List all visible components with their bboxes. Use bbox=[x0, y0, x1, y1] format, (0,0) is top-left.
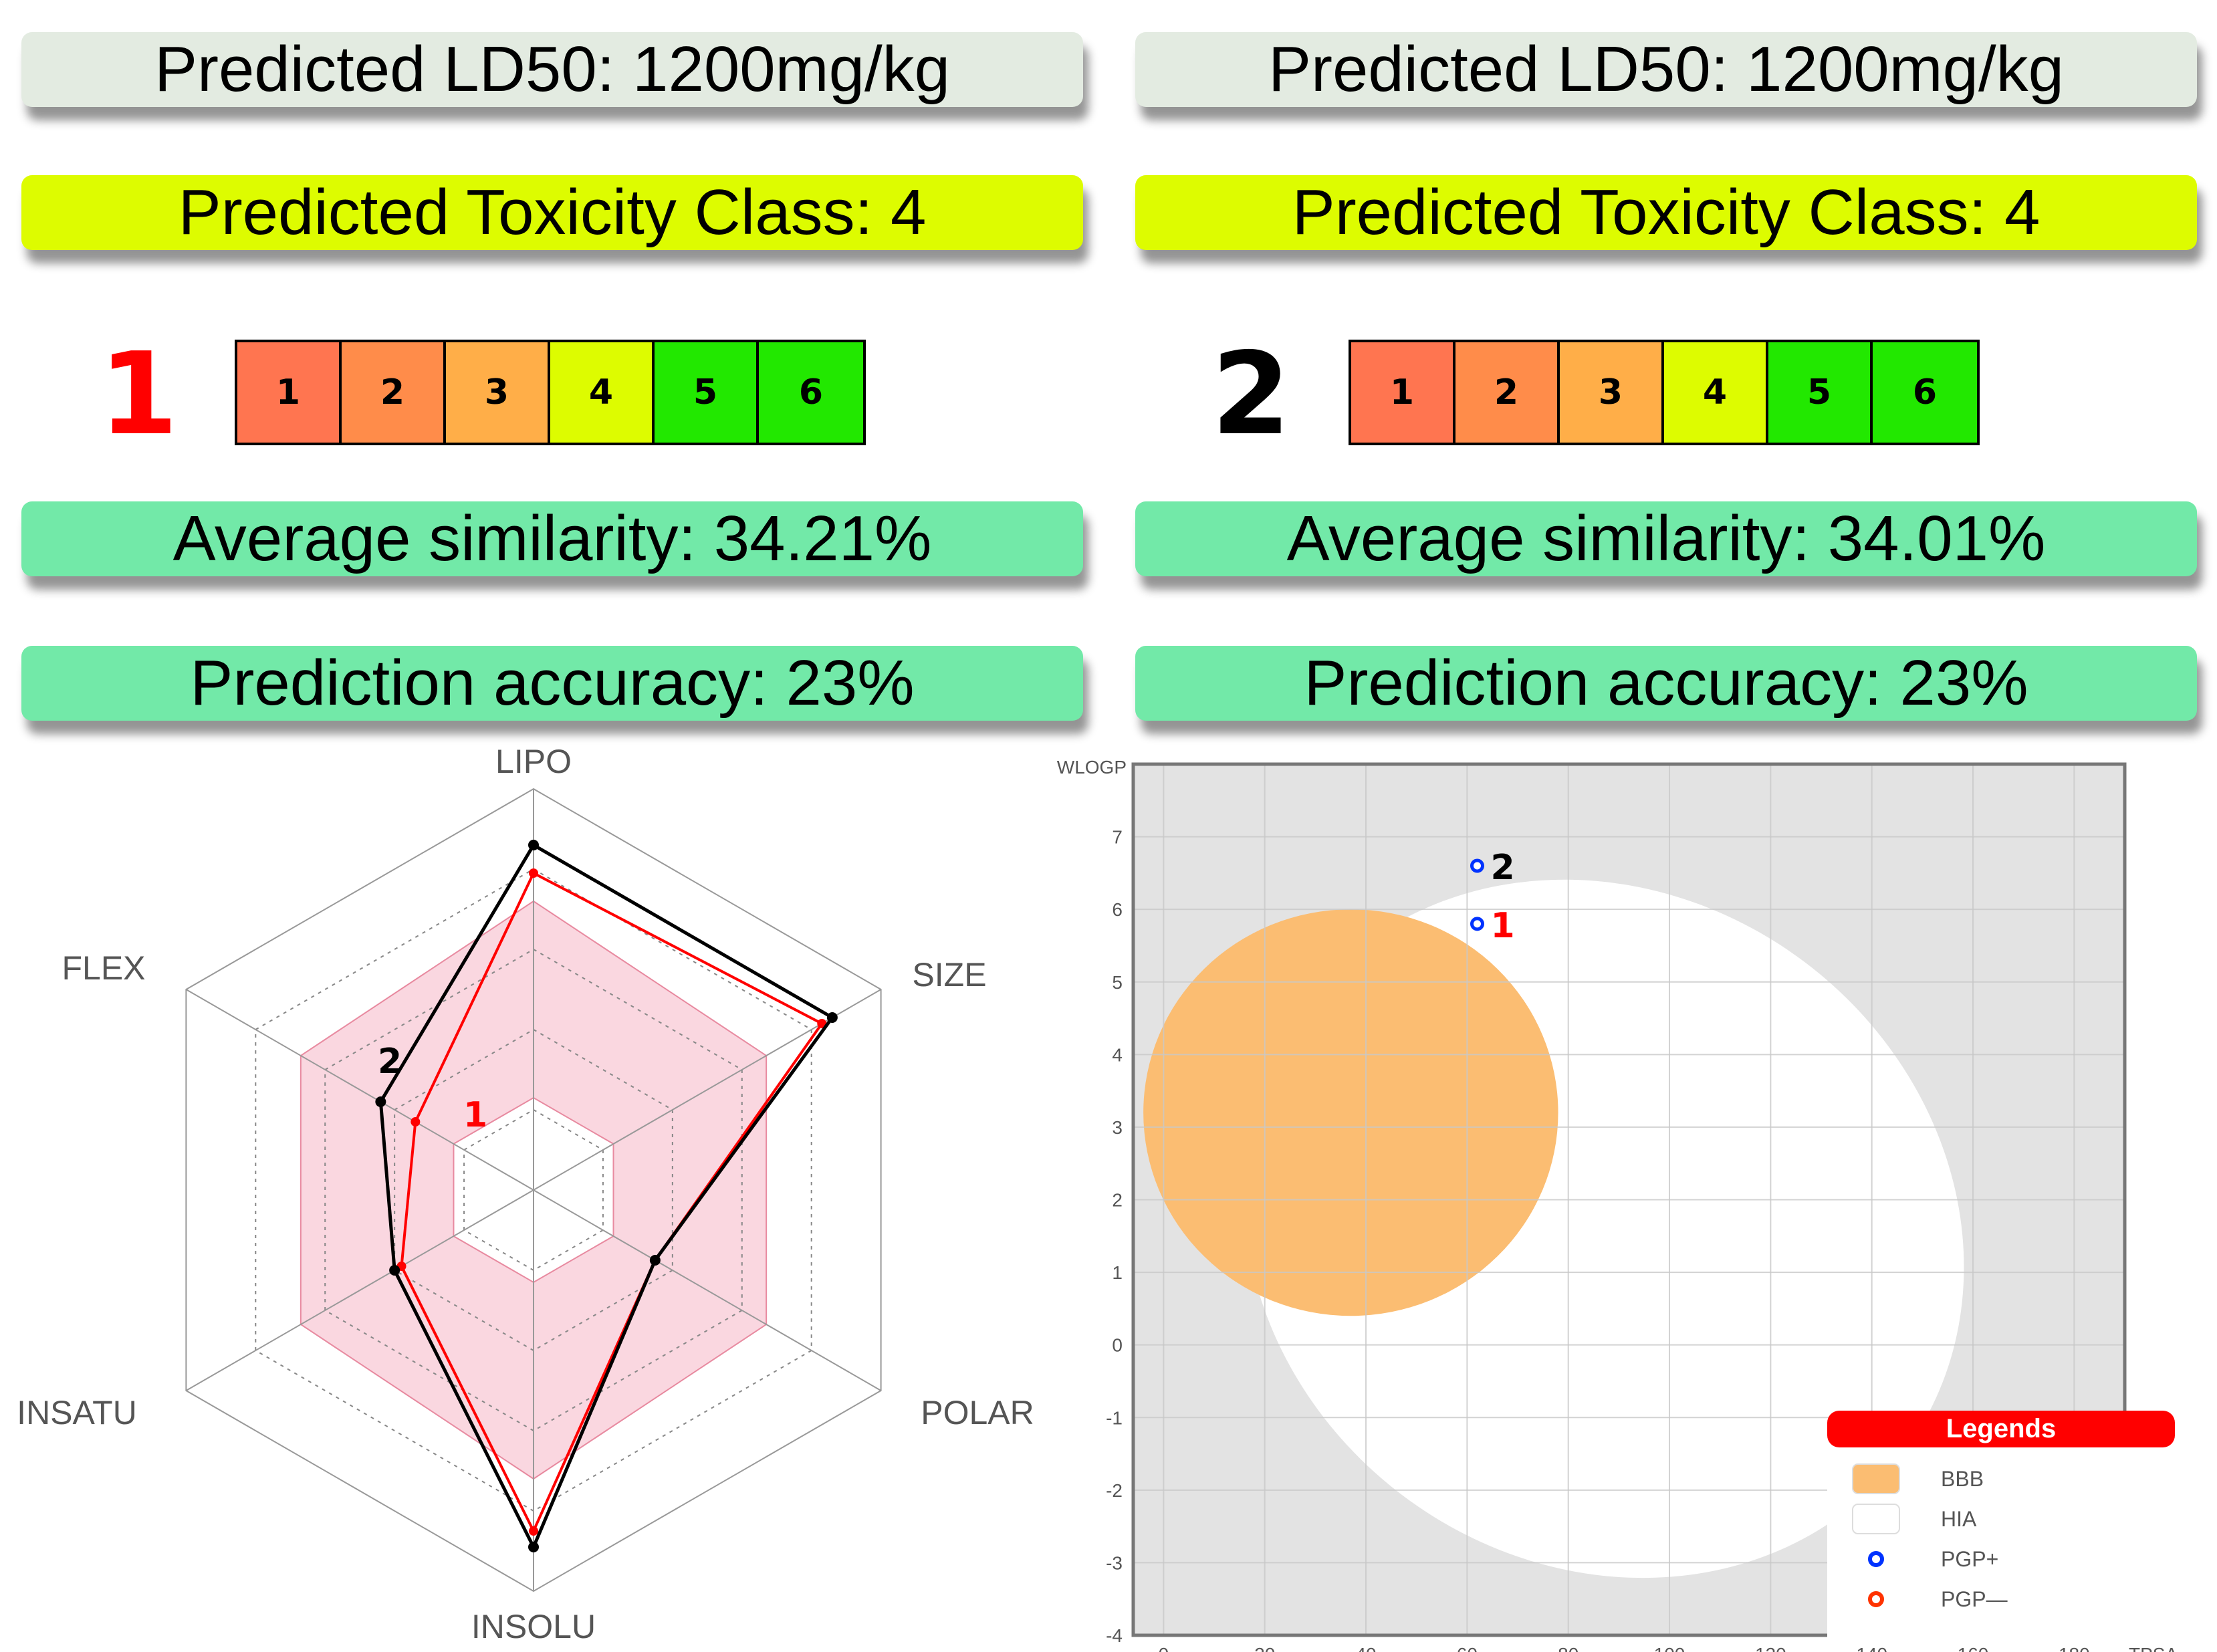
x-tick-label: 0 bbox=[1159, 1644, 1169, 1652]
toxicity-class-text-2: Predicted Toxicity Class: 4 bbox=[1292, 176, 2040, 248]
ld50-bar-2: Predicted LD50: 1200mg/kg bbox=[1135, 32, 2197, 107]
toxicity-class-bar-2: Predicted Toxicity Class: 4 bbox=[1135, 175, 2197, 250]
radar-point bbox=[529, 868, 538, 878]
radar-spoke bbox=[533, 1189, 882, 1391]
x-tick-label: 60 bbox=[1457, 1644, 1478, 1652]
plot-border bbox=[1131, 762, 2127, 1637]
data-point-label-2: 2 bbox=[1491, 848, 1515, 888]
toxicity-scale-cell: 3 bbox=[1560, 342, 1664, 443]
legend-label: HIA bbox=[1941, 1507, 1977, 1531]
similarity-bar-1: Average similarity: 34.21% bbox=[21, 501, 1083, 576]
radar-spoke bbox=[185, 989, 534, 1191]
radar-spoke bbox=[185, 1189, 534, 1391]
radar-axis-label-insatu: INSATU bbox=[17, 1394, 137, 1431]
radar-point bbox=[826, 1012, 838, 1023]
radar-point bbox=[389, 1265, 400, 1276]
data-point-2 bbox=[1470, 858, 1485, 873]
y-tick-label: 3 bbox=[1112, 1117, 1123, 1138]
radar-point bbox=[649, 1255, 661, 1266]
toxicity-class-bar-1: Predicted Toxicity Class: 4 bbox=[21, 175, 1083, 250]
y-tick-label: 6 bbox=[1112, 899, 1123, 920]
toxicity-scale-cell: 2 bbox=[1455, 342, 1560, 443]
radar-axis-label-insolu: INSOLU bbox=[471, 1608, 596, 1645]
toxicity-scale-cell: 4 bbox=[550, 342, 655, 443]
y-tick-label: -3 bbox=[1106, 1552, 1123, 1573]
legend-label: PGP+ bbox=[1941, 1547, 1998, 1571]
plot-area bbox=[1133, 764, 2125, 1635]
legend-title-bar bbox=[1827, 1411, 2175, 1447]
legend-label: PGP— bbox=[1941, 1587, 2008, 1611]
radar-axis-label-polar: POLAR bbox=[921, 1394, 1034, 1431]
y-tick-label: 7 bbox=[1112, 827, 1123, 848]
y-tick-label: -1 bbox=[1106, 1407, 1123, 1428]
x-axis-label: TPSA bbox=[2129, 1644, 2178, 1652]
y-tick-label: 5 bbox=[1112, 972, 1123, 993]
data-point-1 bbox=[1470, 917, 1485, 931]
x-tick-label: 40 bbox=[1355, 1644, 1376, 1652]
legend-label: BBB bbox=[1941, 1467, 1984, 1491]
toxicity-scale-cell: 5 bbox=[655, 342, 759, 443]
toxicity-scale-cell: 6 bbox=[1873, 342, 1977, 443]
accuracy-text-1: Prediction accuracy: 23% bbox=[190, 647, 915, 719]
accuracy-bar-1: Prediction accuracy: 23% bbox=[21, 646, 1083, 721]
compound-label-1: 1 bbox=[99, 328, 179, 461]
x-tick-label: 120 bbox=[1755, 1644, 1786, 1652]
x-tick-label: 140 bbox=[1856, 1644, 1887, 1652]
data-point-label-1: 1 bbox=[1491, 906, 1515, 946]
accuracy-text-2: Prediction accuracy: 23% bbox=[1304, 647, 2028, 719]
ld50-bar-1: Predicted LD50: 1200mg/kg bbox=[21, 32, 1083, 107]
legend-marker bbox=[1868, 1551, 1884, 1567]
accuracy-bar-2: Prediction accuracy: 23% bbox=[1135, 646, 2197, 721]
toxicity-scale-cell: 3 bbox=[446, 342, 550, 443]
radar-point bbox=[411, 1117, 421, 1127]
radar-axis-label-lipo: LIPO bbox=[495, 743, 572, 780]
bioavailability-radar-chart: LIPO SIZE POLAR INSOLU INSATU FLEX 2 1 bbox=[17, 743, 1034, 1645]
radar-point bbox=[375, 1096, 386, 1107]
x-tick-label: 180 bbox=[2059, 1644, 2090, 1652]
bbb-region bbox=[1143, 909, 1558, 1316]
radar-series-label-2: 2 bbox=[378, 1042, 402, 1082]
boiled-egg-chart: 0 20 40 60 80 100 120 140 160 180 -4 -3 -2 -1 0 1 2 3 4 5 6 7… bbox=[1057, 757, 2178, 1652]
ld50-text-2: Predicted LD50: 1200mg/kg bbox=[1268, 33, 2065, 105]
radar-point bbox=[528, 1542, 539, 1552]
toxicity-scale-cell: 2 bbox=[342, 342, 446, 443]
toxicity-scale-cell: 6 bbox=[759, 342, 863, 443]
toxicity-scale-cell: 1 bbox=[237, 342, 342, 443]
toxicity-scale-cell: 4 bbox=[1664, 342, 1768, 443]
x-tick-label: 160 bbox=[1958, 1644, 1989, 1652]
radar-axis-label-size: SIZE bbox=[912, 956, 986, 993]
compound-label-2: 2 bbox=[1211, 328, 1291, 461]
y-tick-label: 2 bbox=[1112, 1190, 1123, 1211]
radar-point bbox=[528, 840, 539, 850]
y-tick-label: 1 bbox=[1112, 1262, 1123, 1283]
y-axis-label: WLOGP bbox=[1057, 757, 1127, 778]
x-tick-label: 100 bbox=[1654, 1644, 1685, 1652]
x-tick-label: 20 bbox=[1254, 1644, 1275, 1652]
toxicity-class-text-1: Predicted Toxicity Class: 4 bbox=[178, 176, 927, 248]
ld50-text-1: Predicted LD50: 1200mg/kg bbox=[154, 33, 951, 105]
legend-marker bbox=[1868, 1591, 1884, 1607]
legend-title: Legends bbox=[1946, 1414, 2056, 1443]
toxicity-scale-cell: 1 bbox=[1351, 342, 1455, 443]
radar-series-label-1: 1 bbox=[463, 1095, 487, 1135]
y-tick-label: 0 bbox=[1112, 1335, 1123, 1356]
x-tick-label: 80 bbox=[1558, 1644, 1579, 1652]
similarity-bar-2: Average similarity: 34.01% bbox=[1135, 501, 2197, 576]
similarity-text-2: Average similarity: 34.01% bbox=[1286, 503, 2046, 574]
radar-point bbox=[529, 1526, 538, 1536]
legend-swatch-bbb bbox=[1852, 1463, 1900, 1494]
toxicity-scale-cell: 5 bbox=[1768, 342, 1873, 443]
y-tick-label: -2 bbox=[1106, 1480, 1123, 1501]
similarity-text-1: Average similarity: 34.21% bbox=[172, 503, 932, 574]
legend-swatch-hia bbox=[1852, 1504, 1900, 1534]
y-tick-label: -4 bbox=[1106, 1625, 1123, 1646]
radar-axis-label-flex: FLEX bbox=[62, 949, 145, 987]
y-tick-label: 4 bbox=[1112, 1044, 1123, 1065]
